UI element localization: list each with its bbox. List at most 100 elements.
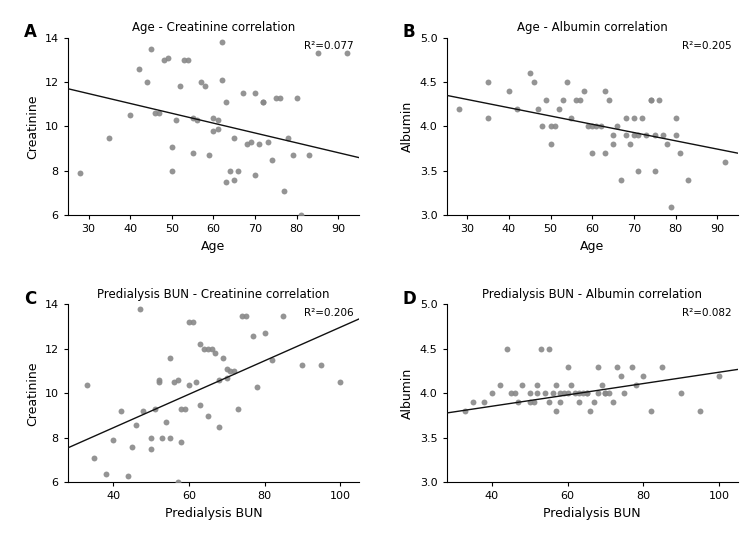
Point bbox=[221, 374, 233, 382]
Point bbox=[590, 122, 602, 131]
Point bbox=[637, 371, 649, 380]
Point bbox=[166, 142, 178, 151]
Point bbox=[645, 95, 657, 104]
Point bbox=[194, 400, 206, 409]
Point bbox=[578, 87, 590, 95]
X-axis label: Predialysis BUN: Predialysis BUN bbox=[544, 507, 641, 520]
Point bbox=[615, 176, 627, 184]
Point bbox=[581, 389, 593, 398]
Point bbox=[524, 398, 536, 407]
Point bbox=[645, 95, 657, 104]
Point bbox=[258, 329, 270, 338]
Point bbox=[553, 105, 565, 113]
Point bbox=[528, 78, 540, 86]
Point bbox=[524, 389, 536, 398]
Point bbox=[535, 345, 547, 353]
Point bbox=[543, 398, 555, 407]
Title: Predialysis BUN - Albumin correlation: Predialysis BUN - Albumin correlation bbox=[482, 287, 703, 301]
Point bbox=[236, 311, 248, 320]
Point bbox=[603, 95, 615, 104]
Point bbox=[636, 113, 648, 122]
Point bbox=[122, 472, 134, 480]
Point bbox=[178, 55, 191, 64]
X-axis label: Age: Age bbox=[580, 240, 605, 253]
Text: B: B bbox=[403, 23, 416, 41]
Point bbox=[653, 95, 665, 104]
Point bbox=[228, 133, 240, 142]
Point bbox=[669, 113, 681, 122]
Point bbox=[157, 55, 169, 64]
Point bbox=[145, 434, 157, 442]
Point bbox=[459, 407, 471, 415]
Point bbox=[239, 311, 252, 320]
Point bbox=[172, 376, 184, 384]
Point bbox=[228, 367, 240, 375]
Point bbox=[626, 362, 638, 371]
Point bbox=[266, 155, 278, 164]
Point bbox=[562, 362, 574, 371]
Point bbox=[632, 131, 644, 140]
Point bbox=[99, 469, 111, 478]
Point bbox=[212, 124, 224, 133]
Point bbox=[628, 131, 640, 140]
Point bbox=[581, 389, 593, 398]
Point bbox=[569, 389, 581, 398]
Point bbox=[334, 378, 346, 386]
Point bbox=[212, 116, 224, 124]
Point bbox=[614, 371, 626, 380]
Point bbox=[172, 478, 184, 487]
Point bbox=[202, 345, 214, 353]
Point bbox=[168, 378, 180, 386]
Point bbox=[266, 356, 278, 364]
Point bbox=[157, 434, 169, 442]
Point bbox=[216, 76, 228, 84]
Point bbox=[588, 398, 600, 407]
Point bbox=[179, 405, 191, 413]
Point bbox=[195, 78, 207, 86]
Text: A: A bbox=[24, 23, 37, 41]
Point bbox=[632, 167, 644, 175]
Point bbox=[528, 398, 540, 407]
Point bbox=[577, 389, 589, 398]
Point bbox=[587, 149, 599, 158]
Text: R²=0.077: R²=0.077 bbox=[303, 41, 353, 51]
Point bbox=[648, 131, 660, 140]
Point bbox=[713, 371, 725, 380]
Point bbox=[611, 122, 623, 131]
Point bbox=[517, 380, 529, 389]
Point bbox=[544, 140, 556, 148]
Point bbox=[719, 158, 731, 166]
Point bbox=[228, 176, 240, 184]
Point bbox=[674, 149, 686, 158]
Point bbox=[206, 345, 218, 353]
Point bbox=[241, 140, 253, 148]
Point bbox=[478, 398, 490, 407]
Point bbox=[187, 113, 199, 122]
Point bbox=[486, 389, 498, 398]
Point bbox=[160, 418, 172, 427]
Point bbox=[88, 453, 100, 462]
Point bbox=[295, 211, 307, 220]
Point bbox=[153, 378, 165, 386]
Point bbox=[550, 407, 562, 415]
Point bbox=[133, 64, 145, 73]
Point bbox=[174, 82, 186, 91]
Point bbox=[561, 78, 573, 86]
Point bbox=[558, 389, 570, 398]
Point bbox=[153, 376, 165, 384]
Point bbox=[221, 364, 233, 373]
Point bbox=[126, 443, 138, 451]
Point bbox=[277, 311, 289, 320]
Point bbox=[213, 376, 225, 384]
Point bbox=[164, 434, 176, 442]
Point bbox=[258, 98, 270, 106]
Point bbox=[657, 131, 669, 140]
Point bbox=[607, 140, 619, 148]
Point bbox=[595, 122, 607, 131]
Point bbox=[224, 367, 236, 375]
Point bbox=[607, 131, 619, 140]
Point bbox=[543, 345, 555, 353]
Point bbox=[661, 140, 673, 148]
Point bbox=[258, 98, 270, 106]
Point bbox=[503, 87, 515, 95]
